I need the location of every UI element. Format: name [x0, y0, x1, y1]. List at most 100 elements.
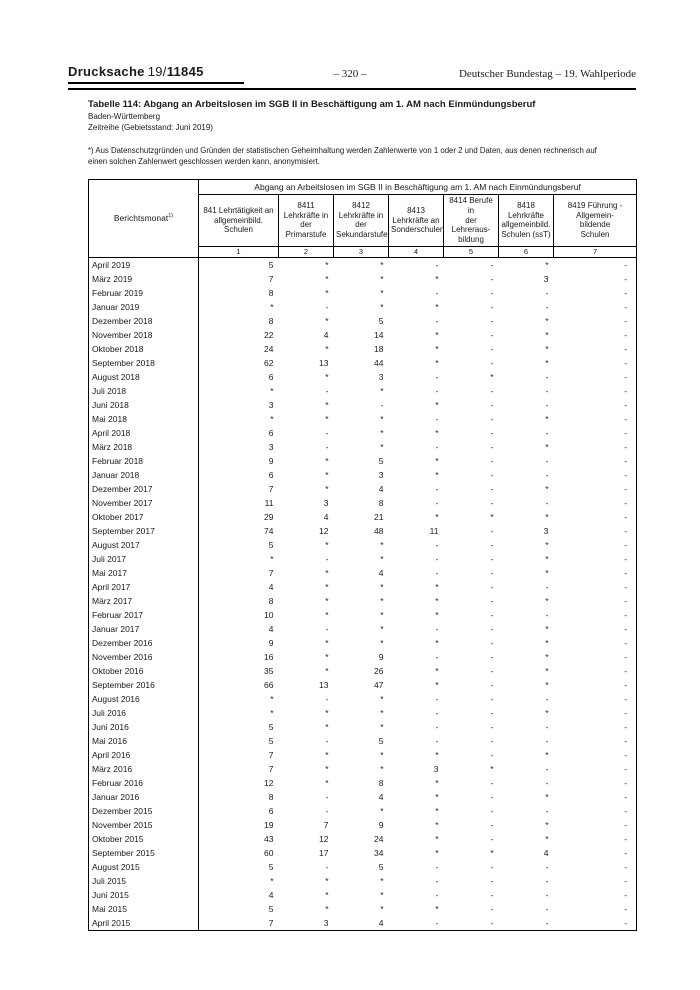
value-cell: - [624, 483, 628, 494]
value-cell: 47 [374, 679, 384, 690]
value-cell: * [325, 539, 329, 550]
value-cell: * [435, 777, 439, 788]
table-row: März 2016 7 * * 3 * - - [88, 761, 637, 776]
month-cell: November 2016 [88, 649, 199, 664]
value-cell: 29 [264, 511, 274, 522]
value-cell: - [490, 721, 494, 732]
value-cell: * [380, 287, 384, 298]
value-cell: * [435, 637, 439, 648]
value-cell: 10 [264, 609, 274, 620]
table-row: Februar 2019 8 * * - - - - [88, 285, 637, 300]
month-cell: Juni 2018 [88, 397, 199, 412]
table-header: Berichtsmonat1) Abgang an Arbeitslosen i… [88, 179, 638, 258]
abgang-table: Berichtsmonat1) Abgang an Arbeitslosen i… [88, 179, 638, 931]
value-cell: - [325, 301, 329, 312]
month-cell: Juli 2018 [88, 383, 199, 398]
month-cell: Dezember 2016 [88, 635, 199, 650]
value-cell: 74 [264, 525, 274, 536]
value-cell: - [325, 441, 329, 452]
value-cell: 24 [264, 343, 274, 354]
value-cell: - [624, 763, 628, 774]
value-cell: - [490, 665, 494, 676]
value-cell: * [270, 385, 274, 396]
month-cell: Mai 2018 [88, 411, 199, 426]
value-cell: * [545, 833, 549, 844]
value-cell: 4 [268, 581, 274, 592]
value-cell: - [435, 707, 439, 718]
value-cell: 7 [268, 483, 274, 494]
column-number: 6 [498, 245, 554, 258]
value-cell: * [325, 903, 329, 914]
value-cell: 3 [268, 399, 274, 410]
value-cell: * [325, 707, 329, 718]
month-cell: März 2018 [88, 439, 199, 454]
value-cell: - [624, 427, 628, 438]
column-header: 8419 Führung - Allgemein- bildende Schul… [552, 194, 638, 247]
value-cell: - [490, 553, 494, 564]
column-number: 5 [443, 245, 499, 258]
table-row: Februar 2017 10 * * * - - - [88, 607, 637, 622]
value-cell: * [270, 301, 274, 312]
table-row: März 2018 3 - * - - * - [88, 439, 637, 454]
month-cell: März 2019 [88, 271, 199, 286]
month-cell: Oktober 2016 [88, 663, 199, 678]
table-row: August 2015 5 - 5 - - - - [88, 859, 637, 874]
value-cell: * [490, 847, 494, 858]
value-cell: - [545, 581, 549, 592]
table-row: April 2015 7 3 4 - - - - [88, 915, 637, 931]
month-cell: Juli 2017 [88, 551, 199, 566]
value-cell: * [325, 721, 329, 732]
value-cell: - [624, 665, 628, 676]
value-cell: 3 [323, 497, 329, 508]
value-cell: - [435, 413, 439, 424]
value-cell: * [380, 441, 384, 452]
value-cell: * [325, 889, 329, 900]
value-cell: * [545, 357, 549, 368]
table-row: Juni 2016 5 * * - - - - [88, 719, 637, 734]
value-cell: 5 [268, 903, 274, 914]
value-cell: - [545, 455, 549, 466]
value-cell: - [624, 273, 628, 284]
value-cell: * [435, 301, 439, 312]
table-row: Oktober 2018 24 * 18 * - * - [88, 341, 637, 356]
value-cell: 6 [268, 469, 274, 480]
value-cell: * [545, 637, 549, 648]
value-cell: * [435, 749, 439, 760]
value-cell: - [545, 385, 549, 396]
value-cell: - [435, 875, 439, 886]
month-cell: September 2017 [88, 523, 199, 538]
value-cell: 43 [264, 833, 274, 844]
column-header: 8411 Lehrkräfte in der Primarstufe [278, 194, 334, 247]
value-cell: - [545, 875, 549, 886]
value-cell: - [490, 273, 494, 284]
table-row: Februar 2016 12 * 8 * - - - [88, 775, 637, 790]
month-cell: Dezember 2018 [88, 313, 199, 328]
value-cell: 12 [264, 777, 274, 788]
value-cell: - [624, 819, 628, 830]
table-row: Juli 2015 * * * - - - - [88, 873, 637, 888]
value-cell: * [435, 427, 439, 438]
value-cell: - [435, 623, 439, 634]
value-cell: * [325, 763, 329, 774]
month-cell: Juni 2015 [88, 887, 199, 902]
value-cell: - [490, 707, 494, 718]
value-cell: - [545, 763, 549, 774]
value-cell: * [545, 749, 549, 760]
value-cell: * [380, 763, 384, 774]
value-cell: - [545, 371, 549, 382]
value-cell: - [624, 399, 628, 410]
table-row: April 2018 6 - * * - - - [88, 425, 637, 440]
month-cell: September 2018 [88, 355, 199, 370]
value-cell: 5 [378, 315, 384, 326]
value-cell: - [545, 301, 549, 312]
value-cell: * [325, 287, 329, 298]
value-cell: - [490, 483, 494, 494]
value-cell: 35 [264, 665, 274, 676]
value-cell: - [624, 259, 628, 270]
value-cell: * [325, 581, 329, 592]
value-cell: * [380, 693, 384, 704]
value-cell: * [325, 609, 329, 620]
month-cell: Mai 2017 [88, 565, 199, 580]
value-cell: 13 [319, 679, 329, 690]
value-cell: * [545, 567, 549, 578]
